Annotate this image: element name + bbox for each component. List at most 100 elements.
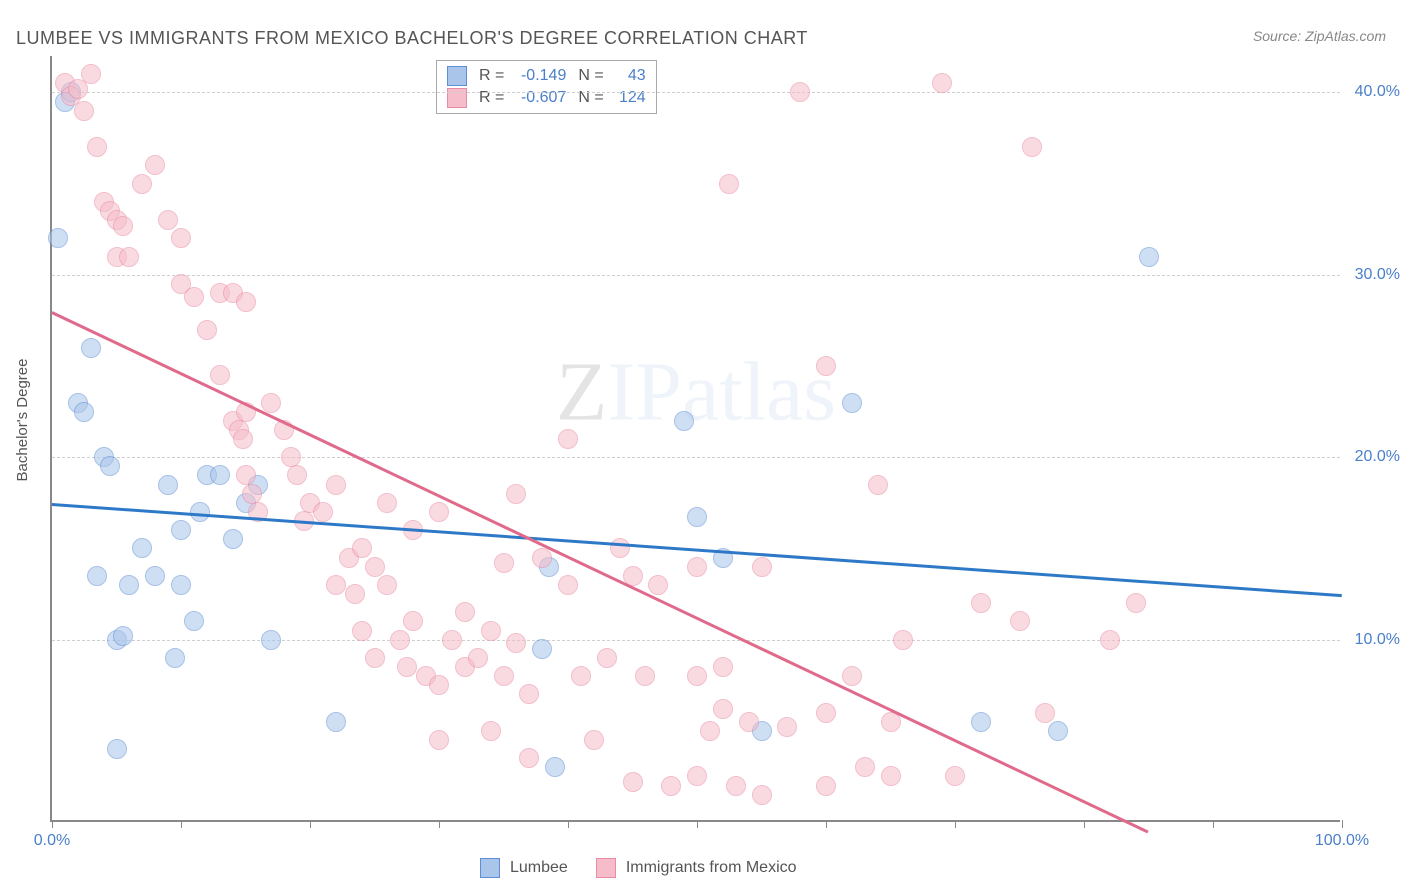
data-point — [242, 484, 262, 504]
data-point — [945, 766, 965, 786]
data-point — [868, 475, 888, 495]
data-point — [223, 529, 243, 549]
data-point — [494, 553, 514, 573]
gridline-h — [52, 275, 1340, 276]
data-point — [519, 684, 539, 704]
data-point — [210, 365, 230, 385]
watermark-atlas: atlas — [682, 346, 836, 439]
data-point — [719, 174, 739, 194]
data-point — [107, 739, 127, 759]
x-tick — [181, 820, 182, 828]
data-point — [506, 633, 526, 653]
data-point — [429, 730, 449, 750]
x-tick — [52, 820, 53, 828]
data-point — [584, 730, 604, 750]
data-point — [674, 411, 694, 431]
data-point — [971, 712, 991, 732]
data-point — [726, 776, 746, 796]
data-point — [1126, 593, 1146, 613]
x-tick-label: 100.0% — [1315, 832, 1369, 850]
data-point — [713, 657, 733, 677]
source-credit: Source: ZipAtlas.com — [1253, 28, 1386, 44]
data-point — [855, 757, 875, 777]
legend-series-label: Lumbee — [510, 859, 568, 877]
y-tick-label: 30.0% — [1355, 266, 1400, 284]
x-tick — [955, 820, 956, 828]
data-point — [816, 776, 836, 796]
data-point — [113, 216, 133, 236]
legend-n-value: 43 — [612, 67, 646, 85]
data-point — [113, 626, 133, 646]
data-point — [468, 648, 488, 668]
data-point — [739, 712, 759, 732]
data-point — [1035, 703, 1055, 723]
data-point — [661, 776, 681, 796]
data-point — [145, 155, 165, 175]
legend-correlation: R =-0.149N =43R =-0.607N =124 — [436, 60, 657, 114]
data-point — [635, 666, 655, 686]
data-point — [403, 611, 423, 631]
data-point — [687, 557, 707, 577]
legend-corr-row: R =-0.607N =124 — [447, 87, 646, 109]
data-point — [81, 64, 101, 84]
data-point — [494, 666, 514, 686]
data-point — [236, 465, 256, 485]
data-point — [442, 630, 462, 650]
data-point — [687, 666, 707, 686]
legend-swatch — [447, 88, 467, 108]
data-point — [429, 675, 449, 695]
data-point — [377, 493, 397, 513]
data-point — [1010, 611, 1030, 631]
data-point — [197, 320, 217, 340]
data-point — [571, 666, 591, 686]
data-point — [842, 666, 862, 686]
data-point — [119, 247, 139, 267]
data-point — [326, 712, 346, 732]
data-point — [345, 584, 365, 604]
data-point — [190, 502, 210, 522]
y-tick-label: 10.0% — [1355, 631, 1400, 649]
data-point — [365, 648, 385, 668]
data-point — [713, 699, 733, 719]
data-point — [481, 721, 501, 741]
x-tick — [310, 820, 311, 828]
data-point — [623, 772, 643, 792]
data-point — [352, 621, 372, 641]
data-point — [481, 621, 501, 641]
data-point — [1100, 630, 1120, 650]
data-point — [519, 748, 539, 768]
gridline-h — [52, 92, 1340, 93]
data-point — [1048, 721, 1068, 741]
legend-swatch — [480, 858, 500, 878]
x-tick — [697, 820, 698, 828]
data-point — [545, 757, 565, 777]
data-point — [48, 228, 68, 248]
data-point — [397, 657, 417, 677]
gridline-h — [52, 640, 1340, 641]
legend-swatch — [596, 858, 616, 878]
data-point — [752, 557, 772, 577]
data-point — [171, 228, 191, 248]
data-point — [816, 356, 836, 376]
data-point — [261, 630, 281, 650]
data-point — [352, 538, 372, 558]
legend-n-label: N = — [578, 67, 603, 85]
y-tick-label: 20.0% — [1355, 448, 1400, 466]
chart-title: LUMBEE VS IMMIGRANTS FROM MEXICO BACHELO… — [16, 28, 808, 49]
y-axis-label: Bachelor's Degree — [14, 359, 31, 482]
data-point — [158, 210, 178, 230]
data-point — [132, 174, 152, 194]
plot-area: ZIPatlas R =-0.149N =43R =-0.607N =124 1… — [50, 56, 1340, 822]
data-point — [842, 393, 862, 413]
data-point — [158, 475, 178, 495]
data-point — [132, 538, 152, 558]
data-point — [184, 611, 204, 631]
legend-series: LumbeeImmigrants from Mexico — [480, 858, 815, 878]
data-point — [597, 648, 617, 668]
data-point — [1022, 137, 1042, 157]
x-tick — [1084, 820, 1085, 828]
data-point — [1139, 247, 1159, 267]
data-point — [119, 575, 139, 595]
data-point — [971, 593, 991, 613]
watermark-ip: IP — [607, 346, 682, 439]
